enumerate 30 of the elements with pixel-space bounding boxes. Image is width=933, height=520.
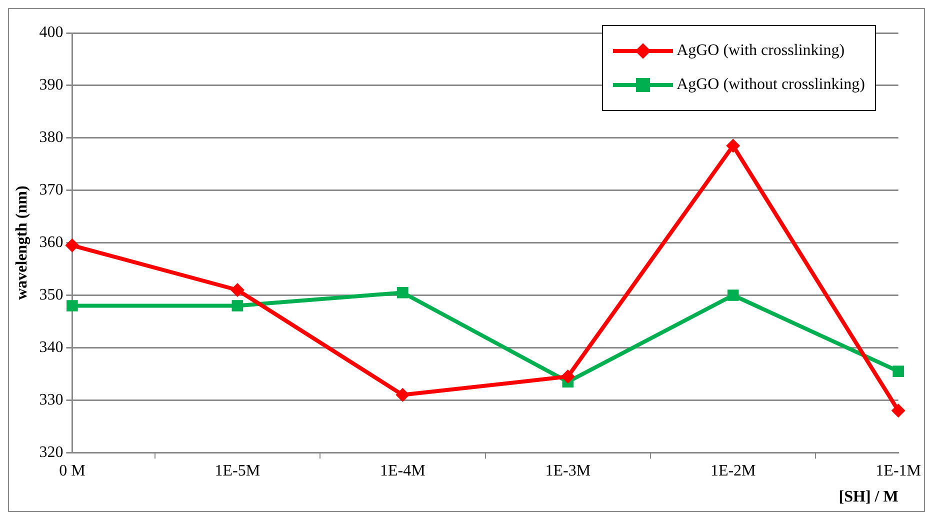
point (230, 283, 244, 298)
legend-label: AgGO (with crosslinking) (676, 42, 845, 60)
y-axis-title: wavelength (nm) (14, 186, 31, 300)
x-tick-label: 1E-1M (876, 462, 921, 480)
y-tick-label: 330 (39, 391, 64, 408)
x-tick-label: 1E-3M (545, 462, 591, 480)
y-tick-label: 370 (39, 182, 64, 199)
point (232, 300, 244, 312)
x-tick-label: 1E-5M (214, 462, 260, 480)
point (560, 370, 575, 384)
point (891, 404, 906, 418)
y-tick-label: 340 (39, 338, 64, 356)
x-tick-label: 0 M (59, 462, 86, 480)
y-tick-label: 390 (39, 76, 64, 94)
y-tick-label: 350 (39, 286, 64, 304)
y-tick-label: 320 (39, 444, 64, 461)
y-tick-label: 400 (39, 24, 64, 42)
y-tick-label: 360 (39, 234, 64, 252)
point (892, 366, 904, 377)
point (727, 290, 739, 301)
point (726, 138, 740, 153)
y-tick-label: 380 (39, 129, 64, 146)
point (396, 388, 410, 402)
x-tick-label: 1E-4M (380, 462, 426, 480)
point (66, 300, 78, 312)
legend-label: AgGO (without crosslinking) (676, 76, 865, 94)
x-tick-label: 1E-2M (710, 462, 756, 480)
point (65, 238, 80, 252)
x-axis-title: [SH] / M (838, 488, 898, 506)
point (397, 286, 408, 298)
